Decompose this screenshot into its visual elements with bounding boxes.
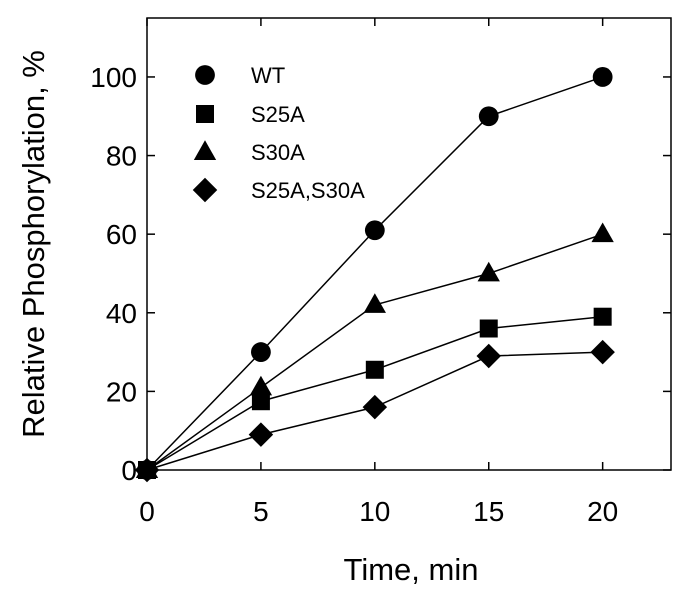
legend-marker-square — [196, 105, 214, 123]
legend-label: S25A,S30A — [251, 178, 365, 203]
x-axis-title: Time, min — [344, 552, 479, 587]
data-point-s25a — [251, 392, 270, 411]
legend-marker-circle — [195, 65, 215, 85]
legend-label: WT — [251, 63, 285, 88]
x-tick-label: 5 — [253, 496, 269, 527]
data-point-s25a — [479, 319, 498, 338]
x-tick-label: 10 — [359, 496, 390, 527]
y-axis: 0 20 40 60 80 100 — [90, 62, 671, 486]
plot-area — [146, 17, 672, 471]
y-tick-label: 40 — [106, 298, 137, 329]
x-tick-label: 15 — [473, 496, 504, 527]
series-line-s25a — [146, 315, 603, 471]
data-point-s25a-s30a — [476, 343, 501, 369]
data-point-s30a — [363, 293, 386, 313]
series-line-s30a — [146, 233, 603, 471]
data-point-s30a — [477, 261, 500, 282]
legend-marker-triangle — [193, 140, 217, 160]
legend-marker-diamond — [192, 177, 218, 203]
data-point-wt — [592, 67, 613, 87]
data-point-s25a-s30a — [248, 422, 274, 447]
plot-border — [146, 17, 672, 471]
legend-label: S25A — [251, 102, 305, 127]
data-point-wt — [364, 220, 385, 241]
legend-label: S30A — [251, 140, 305, 165]
data-point-s25a-s30a — [362, 394, 388, 420]
data-point-wt — [478, 106, 499, 127]
data-point-s30a — [249, 375, 273, 396]
series-markers — [134, 67, 615, 483]
y-tick-label: 20 — [106, 376, 137, 407]
x-tick-label: 20 — [587, 496, 618, 527]
x-axis: 0 5 10 15 20 — [139, 18, 618, 527]
y-tick-label: 0 — [121, 455, 137, 486]
y-tick-label: 100 — [90, 62, 137, 93]
data-point-s25a — [365, 360, 384, 379]
data-point-s30a — [591, 222, 614, 243]
legend: WT S25A S30A S25A,S30A — [192, 63, 365, 203]
x-tick-label: 0 — [139, 496, 155, 527]
y-tick-label: 60 — [106, 219, 137, 250]
y-axis-title: Relative Phosphorylation, % — [16, 50, 51, 438]
y-tick-label: 80 — [106, 141, 137, 172]
data-point-s25a — [593, 307, 612, 326]
data-point-wt — [251, 342, 271, 362]
data-point-s25a-s30a — [590, 339, 615, 365]
